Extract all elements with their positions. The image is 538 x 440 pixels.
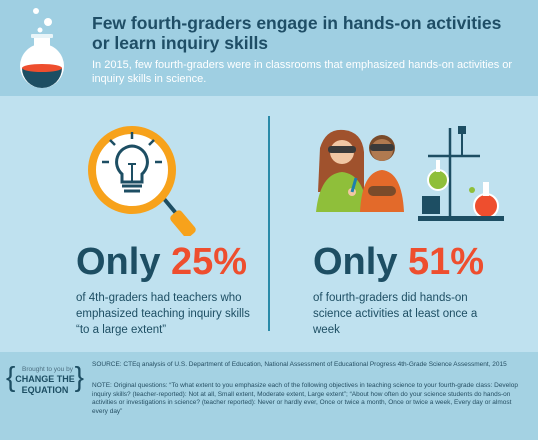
left-brace-icon: { xyxy=(6,361,16,392)
right-brace-icon: } xyxy=(74,361,84,392)
left-stat-percent: 25% xyxy=(171,241,248,283)
page-title: Few fourth-graders engage in hands-on ac… xyxy=(92,13,502,53)
page-subtitle: In 2015, few fourth-graders were in clas… xyxy=(92,59,513,85)
left-stat: Only 25% xyxy=(76,242,247,282)
header-band xyxy=(0,0,538,96)
brought-by-label: Brought to you by xyxy=(22,366,73,373)
flask-icon xyxy=(14,6,74,90)
right-stat-only: Only xyxy=(313,241,398,283)
right-stat-percent: 51% xyxy=(408,241,485,283)
students-lab-illustration xyxy=(300,120,508,240)
logo-line-2: EQUATION xyxy=(21,385,69,395)
footer-band xyxy=(0,352,538,440)
lightbulb-magnifier-icon xyxy=(84,126,234,238)
logo-line-1: CHANGE THE xyxy=(15,374,75,384)
methodology-note: NOTE: Original questions: “To what exten… xyxy=(92,382,518,415)
left-stat-only: Only xyxy=(76,241,161,283)
right-stat-description: of fourth-graders did hands-on science a… xyxy=(313,292,478,336)
column-divider xyxy=(268,116,270,331)
source-note: SOURCE: CTEq analysis of U.S. Department… xyxy=(92,361,507,368)
right-stat: Only 51% xyxy=(313,242,484,282)
left-stat-description: of 4th-graders had teachers who emphasiz… xyxy=(76,292,250,336)
change-the-equation-logo: { CHANGE THE EQUATION } xyxy=(6,361,84,396)
